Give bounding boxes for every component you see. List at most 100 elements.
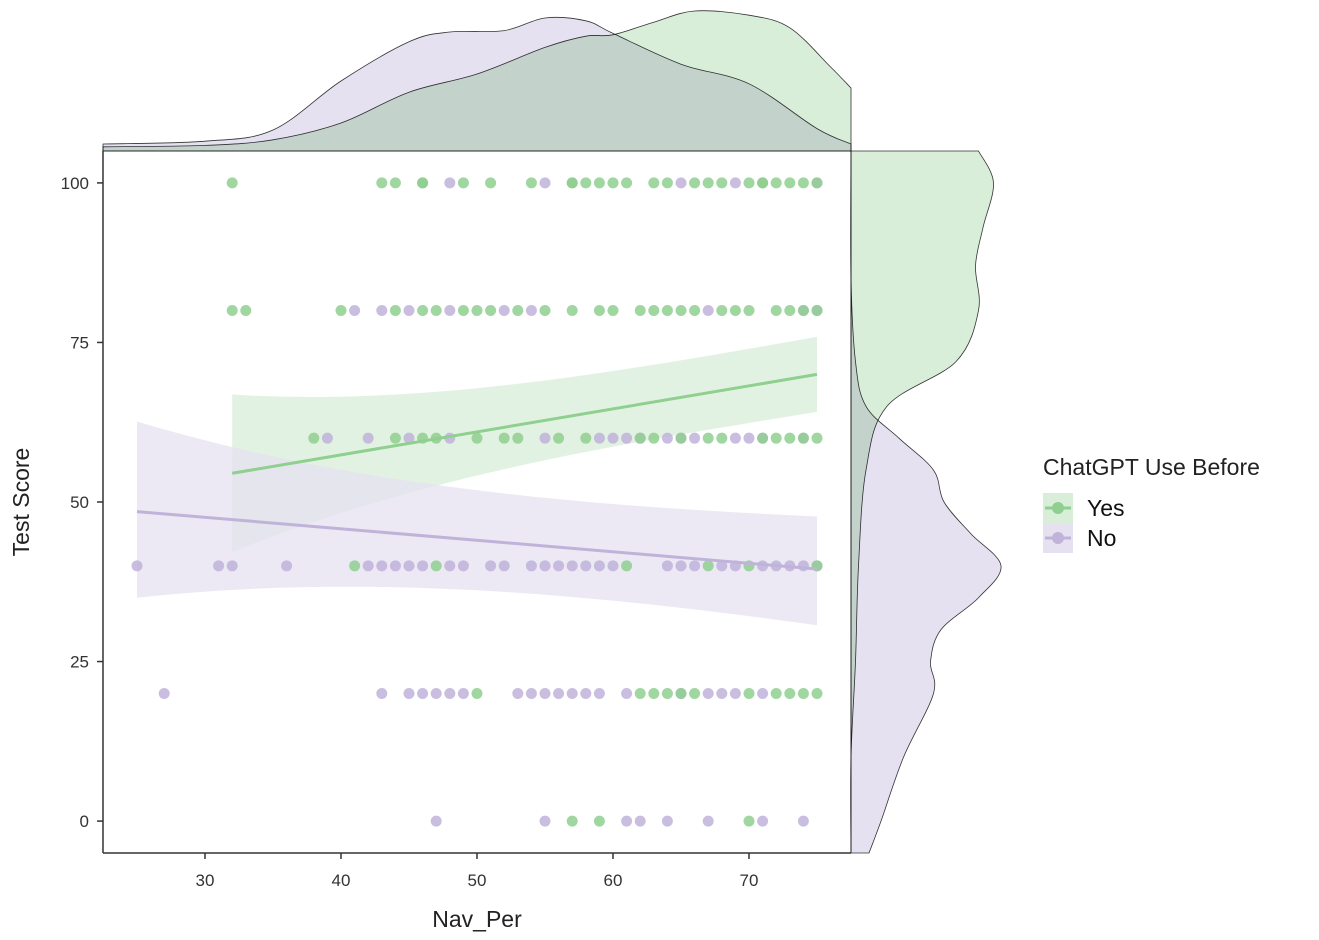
data-point-yes bbox=[621, 177, 633, 189]
x-axis-title: Nav_Per bbox=[432, 906, 522, 932]
data-point-no bbox=[661, 815, 673, 827]
data-point-no bbox=[444, 687, 456, 699]
data-point-no bbox=[430, 687, 442, 699]
data-point-no bbox=[593, 432, 605, 444]
x-tick-label: 50 bbox=[468, 871, 487, 890]
scatter-points bbox=[131, 177, 823, 827]
data-point-no bbox=[457, 687, 469, 699]
data-point-no bbox=[349, 305, 361, 317]
data-point-yes bbox=[757, 432, 769, 444]
plot-area bbox=[131, 177, 823, 827]
axes: 30 40 50 60 70 0 25 50 75 100 bbox=[61, 151, 851, 890]
y-axis-title: Test Score bbox=[8, 448, 34, 557]
x-tick-label: 30 bbox=[196, 871, 215, 890]
data-point-no bbox=[797, 815, 809, 827]
data-point-yes bbox=[580, 177, 592, 189]
data-point-yes bbox=[811, 687, 823, 699]
data-point-no bbox=[729, 177, 741, 189]
data-point-yes bbox=[797, 432, 809, 444]
data-point-no bbox=[376, 687, 388, 699]
data-point-yes bbox=[430, 305, 442, 317]
data-point-no bbox=[376, 560, 388, 572]
right-density-yes bbox=[850, 150, 994, 854]
x-tick-label: 60 bbox=[604, 871, 623, 890]
data-point-no bbox=[213, 560, 225, 572]
data-point-yes bbox=[539, 305, 551, 317]
data-point-yes bbox=[661, 177, 673, 189]
legend-label-no: No bbox=[1087, 525, 1116, 551]
data-point-yes bbox=[689, 305, 701, 317]
data-point-yes bbox=[634, 687, 646, 699]
data-point-yes bbox=[648, 305, 660, 317]
regression-line-no bbox=[136, 510, 818, 571]
data-point-yes bbox=[770, 687, 782, 699]
data-point-yes bbox=[389, 177, 401, 189]
y-tick-label: 100 bbox=[61, 174, 89, 193]
data-point-no bbox=[580, 687, 592, 699]
data-point-no bbox=[716, 687, 728, 699]
data-point-yes bbox=[784, 305, 796, 317]
data-point-yes bbox=[593, 305, 605, 317]
legend-point-yes bbox=[1052, 502, 1064, 514]
data-point-yes bbox=[621, 560, 633, 572]
data-point-yes bbox=[580, 432, 592, 444]
y-tick-label: 50 bbox=[70, 493, 89, 512]
data-point-no bbox=[593, 687, 605, 699]
data-point-no bbox=[539, 815, 551, 827]
data-point-yes bbox=[784, 432, 796, 444]
data-point-no bbox=[553, 687, 565, 699]
data-point-yes bbox=[716, 177, 728, 189]
data-point-yes bbox=[512, 305, 524, 317]
data-point-yes bbox=[770, 432, 782, 444]
data-point-no bbox=[675, 560, 687, 572]
data-point-yes bbox=[607, 177, 619, 189]
legend-title: ChatGPT Use Before bbox=[1043, 454, 1260, 480]
data-point-no bbox=[417, 687, 429, 699]
data-point-yes bbox=[308, 432, 320, 444]
data-point-no bbox=[689, 560, 701, 572]
data-point-yes bbox=[593, 815, 605, 827]
data-point-yes bbox=[553, 432, 565, 444]
data-point-yes bbox=[634, 432, 646, 444]
data-point-yes bbox=[226, 305, 238, 317]
x-tick-label: 40 bbox=[332, 871, 351, 890]
data-point-yes bbox=[702, 432, 714, 444]
data-point-no bbox=[539, 432, 551, 444]
data-point-yes bbox=[226, 177, 238, 189]
data-point-yes bbox=[389, 305, 401, 317]
data-point-yes bbox=[702, 177, 714, 189]
data-point-no bbox=[403, 432, 415, 444]
data-point-yes bbox=[389, 432, 401, 444]
data-point-no bbox=[729, 687, 741, 699]
data-point-yes bbox=[811, 177, 823, 189]
legend-point-no bbox=[1052, 532, 1064, 544]
data-point-no bbox=[444, 560, 456, 572]
data-point-yes bbox=[648, 687, 660, 699]
data-point-yes bbox=[485, 177, 497, 189]
data-point-yes bbox=[335, 305, 347, 317]
data-point-no bbox=[281, 560, 293, 572]
data-point-yes bbox=[471, 305, 483, 317]
x-tick-label: 70 bbox=[740, 871, 759, 890]
data-point-yes bbox=[417, 305, 429, 317]
data-point-no bbox=[716, 560, 728, 572]
data-point-yes bbox=[634, 305, 646, 317]
data-point-yes bbox=[661, 687, 673, 699]
legend-label-yes: Yes bbox=[1087, 495, 1125, 521]
data-point-no bbox=[498, 560, 510, 572]
data-point-yes bbox=[240, 305, 252, 317]
data-point-no bbox=[444, 177, 456, 189]
legend-item-no: No bbox=[1043, 523, 1116, 553]
data-point-yes bbox=[743, 687, 755, 699]
data-point-no bbox=[621, 815, 633, 827]
data-point-yes bbox=[702, 560, 714, 572]
data-point-no bbox=[621, 687, 633, 699]
data-point-yes bbox=[757, 177, 769, 189]
top-marginal-density bbox=[102, 10, 852, 152]
data-point-no bbox=[403, 305, 415, 317]
data-point-yes bbox=[498, 432, 510, 444]
data-point-no bbox=[757, 815, 769, 827]
regression-lines bbox=[136, 372, 818, 571]
data-point-no bbox=[362, 432, 374, 444]
